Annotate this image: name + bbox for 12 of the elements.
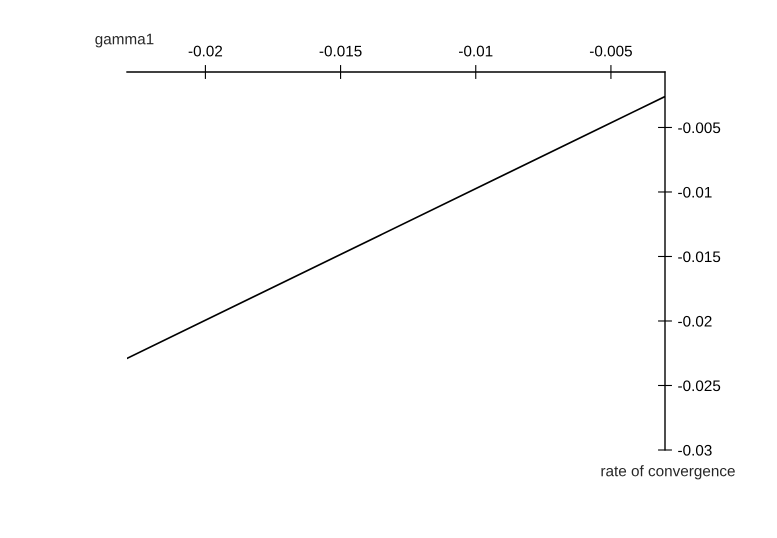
x-tick-label: -0.02 (188, 46, 222, 56)
y-tick-label: -0.005 (678, 122, 720, 134)
x-tick-label: -0.01 (459, 46, 492, 56)
x-tick-label: -0.005 (590, 46, 632, 56)
y-tick-label: -0.025 (678, 380, 720, 392)
x-axis-title: gamma1 (95, 34, 154, 48)
x-tick-label: -0.015 (320, 46, 362, 56)
y-tick-label: -0.02 (678, 316, 712, 327)
y-tick-label: -0.015 (678, 251, 720, 262)
y-tick-label: -0.01 (678, 186, 712, 198)
y-axis-title: rate of convergence (601, 465, 735, 480)
y-tick-label: -0.03 (678, 444, 712, 456)
